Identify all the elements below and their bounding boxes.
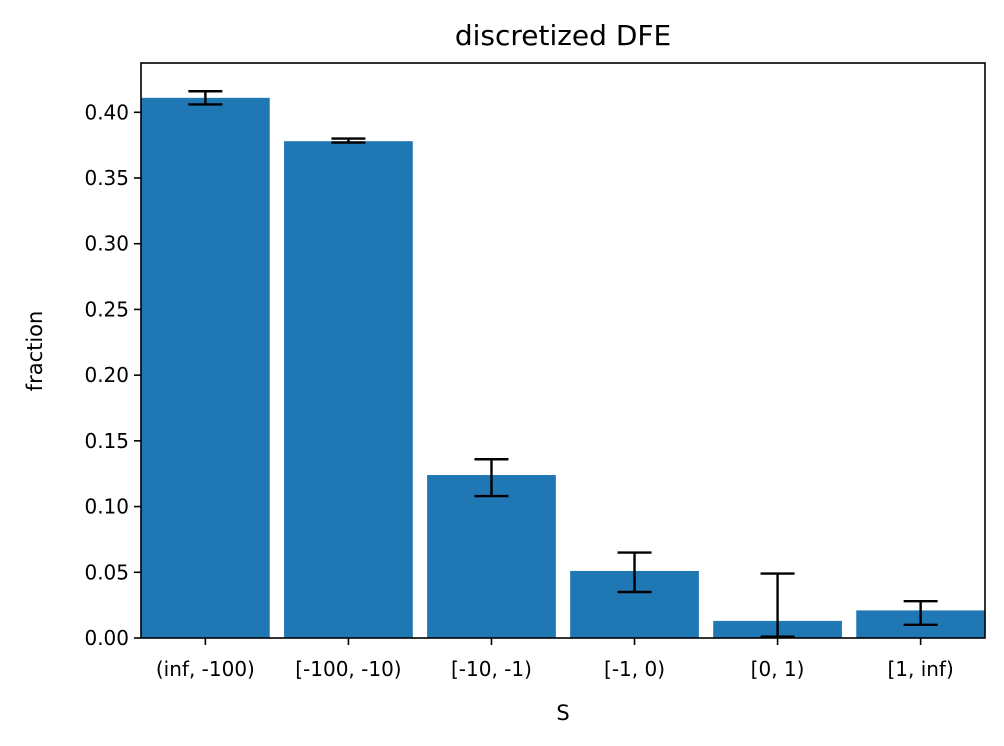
y-axis-ticks: 0.00 0.05 0.10 0.15 0.20 0.25 0.30 0.35 0.40 — [84, 100, 141, 650]
x-tick-label: [-10, -1) — [451, 657, 532, 681]
error-bar — [617, 551, 652, 594]
error-bar — [760, 572, 795, 638]
x-tick-label: (inf, -100) — [156, 657, 255, 681]
y-tick-label: 0.30 — [84, 232, 129, 256]
chart-title: discretized DFE — [455, 19, 671, 52]
plot-frame — [140, 62, 986, 639]
errorbars-layer — [188, 90, 938, 638]
x-axis-ticks: (inf, -100) [-100, -10) [-10, -1) [-1, 0) [0… — [156, 638, 954, 681]
y-tick-label: 0.10 — [84, 495, 129, 519]
x-tick-label: [0, 1) — [751, 657, 805, 681]
error-bar — [903, 600, 938, 627]
bar — [427, 475, 556, 638]
bar — [284, 141, 413, 638]
y-tick-label: 0.15 — [84, 429, 129, 453]
y-tick-label: 0.40 — [84, 100, 129, 124]
bars-layer — [141, 97, 985, 639]
x-tick-label: [-100, -10) — [295, 657, 401, 681]
bar — [141, 97, 270, 639]
x-tick-label: [-1, 0) — [604, 657, 665, 681]
x-tick-label: [1, inf) — [887, 657, 953, 681]
error-bar — [474, 458, 509, 498]
y-axis-label: fraction — [23, 311, 47, 392]
y-tick-label: 0.00 — [84, 626, 129, 650]
y-tick-label: 0.35 — [84, 166, 129, 190]
x-axis-label: S — [556, 701, 569, 725]
y-tick-label: 0.05 — [84, 560, 129, 584]
error-bar — [331, 137, 366, 144]
y-tick-label: 0.25 — [84, 297, 129, 321]
y-tick-label: 0.20 — [84, 363, 129, 387]
error-bar — [188, 90, 223, 106]
